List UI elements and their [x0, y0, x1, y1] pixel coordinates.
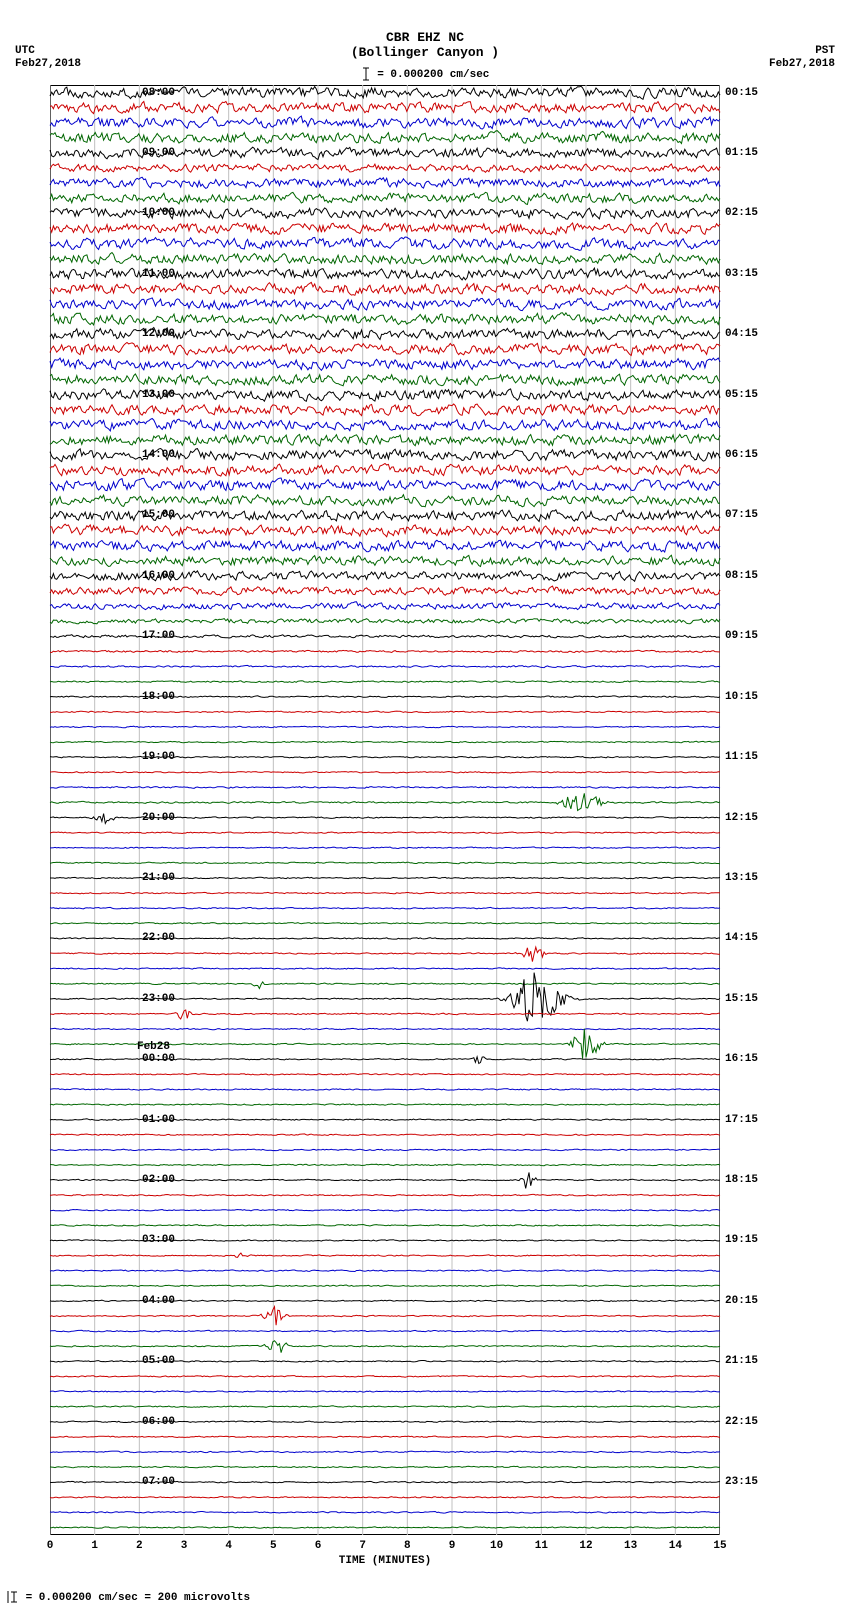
x-axis-label: TIME (MINUTES)	[50, 1555, 720, 1567]
utc-time-label: 07:00	[142, 1476, 175, 1488]
utc-time-label: 16:00	[142, 570, 175, 582]
footer-text: = 0.000200 cm/sec = 200 microvolts	[26, 1592, 250, 1604]
utc-time-label: 17:00	[142, 630, 175, 642]
utc-time-label: 06:00	[142, 1416, 175, 1428]
pst-time-label: 15:15	[725, 993, 758, 1005]
footer-scale-icon	[5, 1590, 19, 1604]
utc-time-label: 20:00	[142, 812, 175, 824]
pst-time-label: 18:15	[725, 1174, 758, 1186]
x-tick-label: 10	[490, 1540, 503, 1552]
pst-time-label: 09:15	[725, 630, 758, 642]
date-left-label: Feb27,2018	[15, 58, 81, 70]
utc-time-label: 21:00	[142, 872, 175, 884]
pst-time-label: 23:15	[725, 1476, 758, 1488]
x-tick-label: 14	[669, 1540, 682, 1552]
utc-time-label: 18:00	[142, 691, 175, 703]
x-tick-label: 15	[713, 1540, 726, 1552]
utc-time-label: 19:00	[142, 751, 175, 763]
utc-time-label: 15:00	[142, 509, 175, 521]
pst-time-label: 08:15	[725, 570, 758, 582]
x-tick-label: 5	[270, 1540, 277, 1552]
pst-time-label: 02:15	[725, 207, 758, 219]
station-location: (Bollinger Canyon )	[0, 45, 850, 60]
utc-time-label: 11:00	[142, 268, 175, 280]
x-tick-label: 4	[225, 1540, 232, 1552]
utc-time-label: 04:00	[142, 1295, 175, 1307]
utc-time-label: 01:00	[142, 1114, 175, 1126]
seismogram-page: CBR EHZ NC (Bollinger Canyon ) = 0.00020…	[0, 0, 850, 1613]
utc-time-label: 09:00	[142, 147, 175, 159]
utc-time-label: 10:00	[142, 207, 175, 219]
pst-time-label: 19:15	[725, 1234, 758, 1246]
utc-time-label: 14:00	[142, 449, 175, 461]
utc-time-label: 03:00	[142, 1234, 175, 1246]
x-tick-label: 7	[359, 1540, 366, 1552]
pst-time-label: 21:15	[725, 1355, 758, 1367]
date-right-label: Feb27,2018	[769, 58, 835, 70]
tz-right-label: PST	[815, 45, 835, 57]
header: CBR EHZ NC (Bollinger Canyon ) = 0.00020…	[0, 30, 850, 82]
x-tick-label: 3	[181, 1540, 188, 1552]
x-tick-label: 13	[624, 1540, 637, 1552]
pst-time-label: 13:15	[725, 872, 758, 884]
pst-time-label: 11:15	[725, 751, 758, 763]
pst-time-label: 10:15	[725, 691, 758, 703]
pst-time-label: 00:15	[725, 87, 758, 99]
utc-time-label: 22:00	[142, 932, 175, 944]
pst-time-label: 16:15	[725, 1053, 758, 1065]
scale-bar-icon	[361, 66, 371, 82]
x-tick-label: 0	[47, 1540, 54, 1552]
utc-time-label: 23:00	[142, 993, 175, 1005]
x-tick-label: 11	[535, 1540, 548, 1552]
utc-time-label: 12:00	[142, 328, 175, 340]
x-tick-label: 8	[404, 1540, 411, 1552]
x-tick-label: 6	[315, 1540, 322, 1552]
seismogram-plot	[50, 85, 720, 1535]
utc-time-label: 13:00	[142, 389, 175, 401]
pst-time-label: 20:15	[725, 1295, 758, 1307]
x-tick-label: 2	[136, 1540, 143, 1552]
station-code: CBR EHZ NC	[0, 30, 850, 45]
pst-time-label: 17:15	[725, 1114, 758, 1126]
x-tick-label: 9	[449, 1540, 456, 1552]
header-scale: = 0.000200 cm/sec	[0, 66, 850, 82]
scale-text: = 0.000200 cm/sec	[377, 69, 489, 81]
x-tick-label: 12	[579, 1540, 592, 1552]
utc-time-label: 00:00	[142, 1053, 175, 1065]
pst-time-label: 03:15	[725, 268, 758, 280]
x-tick-label: 1	[91, 1540, 98, 1552]
pst-time-label: 14:15	[725, 932, 758, 944]
day-separator-label: Feb28	[137, 1041, 170, 1053]
pst-time-label: 07:15	[725, 509, 758, 521]
footer: = 0.000200 cm/sec = 200 microvolts	[5, 1590, 250, 1604]
utc-time-label: 05:00	[142, 1355, 175, 1367]
utc-time-label: 08:00	[142, 87, 175, 99]
pst-time-label: 06:15	[725, 449, 758, 461]
pst-time-label: 01:15	[725, 147, 758, 159]
tz-left-label: UTC	[15, 45, 35, 57]
pst-time-label: 05:15	[725, 389, 758, 401]
pst-time-label: 04:15	[725, 328, 758, 340]
pst-time-label: 22:15	[725, 1416, 758, 1428]
pst-time-label: 12:15	[725, 812, 758, 824]
utc-time-label: 02:00	[142, 1174, 175, 1186]
